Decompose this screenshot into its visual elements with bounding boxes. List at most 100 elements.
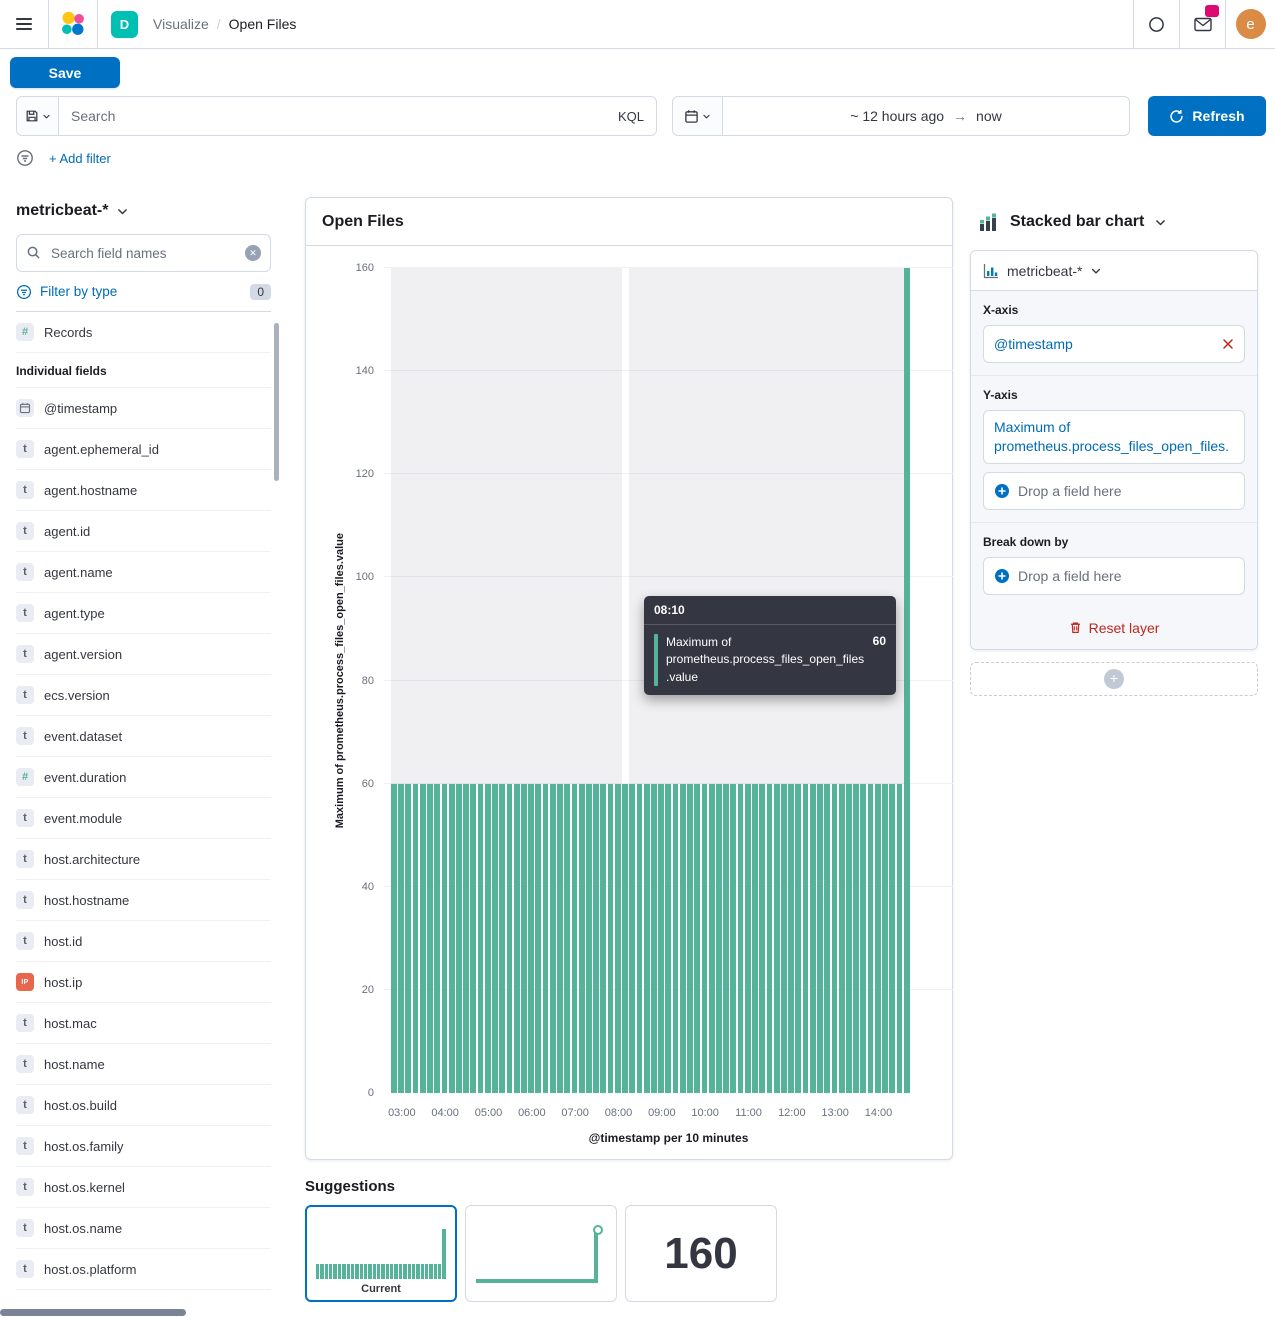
bar-11[interactable] <box>470 783 477 1093</box>
bar-25[interactable] <box>571 783 578 1093</box>
field-item-agent.id[interactable]: t agent.id <box>16 511 271 552</box>
bar-71[interactable] <box>903 268 910 1093</box>
avatar[interactable]: e <box>1235 9 1266 39</box>
filter-by-type[interactable]: Filter by type 0 <box>16 272 271 312</box>
refresh-button[interactable]: Refresh <box>1148 96 1266 136</box>
y-axis-dimension[interactable]: Maximum of prometheus.process_files_open… <box>983 410 1245 464</box>
field-item-event.duration[interactable]: # event.duration <box>16 757 271 798</box>
newsfeed-button[interactable] <box>1179 0 1225 48</box>
save-button[interactable]: Save <box>10 57 120 88</box>
bar-31[interactable] <box>614 783 621 1093</box>
bar-20[interactable] <box>535 783 542 1093</box>
bar-19[interactable] <box>528 783 534 1093</box>
field-item-host.ip[interactable]: IP host.ip <box>16 962 271 1003</box>
filter-icon[interactable] <box>16 149 34 167</box>
horizontal-scrollbar[interactable] <box>0 1309 186 1316</box>
bar-14[interactable] <box>492 783 498 1093</box>
bar-6[interactable] <box>434 783 441 1093</box>
bar-48[interactable] <box>737 783 744 1093</box>
bar-41[interactable] <box>687 783 693 1093</box>
bar-38[interactable] <box>665 783 672 1093</box>
field-item-host.os.name[interactable]: t host.os.name <box>16 1208 271 1249</box>
bar-56[interactable] <box>795 783 802 1093</box>
bar-70[interactable] <box>896 783 903 1093</box>
suggestion-metric[interactable]: 160 <box>625 1205 777 1302</box>
bar-58[interactable] <box>809 783 816 1093</box>
bar-29[interactable] <box>600 783 607 1093</box>
field-item-agent.ephemeral_id[interactable]: t agent.ephemeral_id <box>16 429 271 470</box>
bar-42[interactable] <box>694 783 701 1093</box>
sidebar-scrollbar[interactable] <box>274 323 279 481</box>
field-search-input[interactable] <box>16 234 271 272</box>
bar-15[interactable] <box>499 783 506 1093</box>
bar-18[interactable] <box>521 783 527 1093</box>
quick-select-menu-button[interactable] <box>673 97 723 135</box>
field-item-agent.hostname[interactable]: t agent.hostname <box>16 470 271 511</box>
layer-index-pattern-switcher[interactable]: metricbeat-* <box>971 251 1257 291</box>
field-item-host.os.build[interactable]: t host.os.build <box>16 1085 271 1126</box>
bar-60[interactable] <box>824 783 831 1093</box>
field-item-host.os.platform[interactable]: t host.os.platform <box>16 1249 271 1290</box>
field-item-records[interactable]: # Records <box>16 312 271 353</box>
suggestion-line-chart[interactable] <box>465 1205 617 1302</box>
bar-5[interactable] <box>427 783 433 1093</box>
bar-45[interactable] <box>716 783 722 1093</box>
bar-69[interactable] <box>889 783 896 1093</box>
bar-7[interactable] <box>441 783 448 1093</box>
bar-21[interactable] <box>542 783 549 1093</box>
bar-66[interactable] <box>867 783 874 1093</box>
bar-28[interactable] <box>593 783 599 1093</box>
field-item-host.name[interactable]: t host.name <box>16 1044 271 1085</box>
bar-64[interactable] <box>853 783 859 1093</box>
bar-36[interactable] <box>651 783 657 1093</box>
bar-67[interactable] <box>874 783 881 1093</box>
clear-search-button[interactable]: ✕ <box>245 245 261 261</box>
bar-61[interactable] <box>831 783 838 1093</box>
bar-39[interactable] <box>672 783 679 1093</box>
bar-50[interactable] <box>752 783 758 1093</box>
menu-button[interactable] <box>0 0 49 48</box>
bar-65[interactable] <box>860 783 867 1093</box>
saved-query-menu-button[interactable] <box>17 97 59 135</box>
bar-62[interactable] <box>838 783 845 1093</box>
bar-32[interactable] <box>622 783 628 1093</box>
bar-3[interactable] <box>412 783 419 1093</box>
time-range-start[interactable]: ~ 12 hours ago <box>850 108 945 124</box>
bar-30[interactable] <box>607 783 614 1093</box>
bar-24[interactable] <box>564 783 571 1093</box>
y-axis-drop-target[interactable]: Drop a field here <box>983 471 1245 510</box>
bar-9[interactable] <box>456 783 462 1093</box>
suggestion-current[interactable]: Current <box>305 1205 457 1302</box>
bar-2[interactable] <box>405 783 412 1093</box>
bar-52[interactable] <box>766 783 773 1093</box>
chart-type-switcher[interactable]: Stacked bar chart <box>970 197 1258 247</box>
field-item-agent.version[interactable]: t agent.version <box>16 634 271 675</box>
bar-17[interactable] <box>513 783 520 1093</box>
field-item-host.mac[interactable]: t host.mac <box>16 1003 271 1044</box>
field-item-event.dataset[interactable]: t event.dataset <box>16 716 271 757</box>
bar-55[interactable] <box>788 783 794 1093</box>
index-pattern-switcher[interactable]: metricbeat-* <box>16 186 271 230</box>
bar-13[interactable] <box>484 783 491 1093</box>
bar-4[interactable] <box>419 783 426 1093</box>
x-axis-dimension[interactable]: @timestamp <box>983 325 1245 363</box>
bar-57[interactable] <box>802 783 809 1093</box>
bar-43[interactable] <box>701 783 708 1093</box>
field-item-host.os.family[interactable]: t host.os.family <box>16 1126 271 1167</box>
field-item-ecs.version[interactable]: t ecs.version <box>16 675 271 716</box>
bar-54[interactable] <box>781 783 787 1093</box>
add-filter-button[interactable]: + Add filter <box>49 150 111 166</box>
elastic-logo[interactable] <box>49 0 98 48</box>
bar-10[interactable] <box>463 783 469 1093</box>
bar-53[interactable] <box>773 783 780 1093</box>
breakdown-drop-target[interactable]: Drop a field here <box>983 556 1245 595</box>
bar-1[interactable] <box>398 783 404 1093</box>
field-item-@timestamp[interactable]: @timestamp <box>16 388 271 429</box>
bar-49[interactable] <box>744 783 751 1093</box>
remove-dimension-icon[interactable] <box>1222 338 1234 350</box>
bar-23[interactable] <box>557 783 563 1093</box>
bar-68[interactable] <box>882 783 888 1093</box>
bar-37[interactable] <box>658 783 664 1093</box>
bar-35[interactable] <box>643 783 650 1093</box>
bar-22[interactable] <box>549 783 556 1093</box>
